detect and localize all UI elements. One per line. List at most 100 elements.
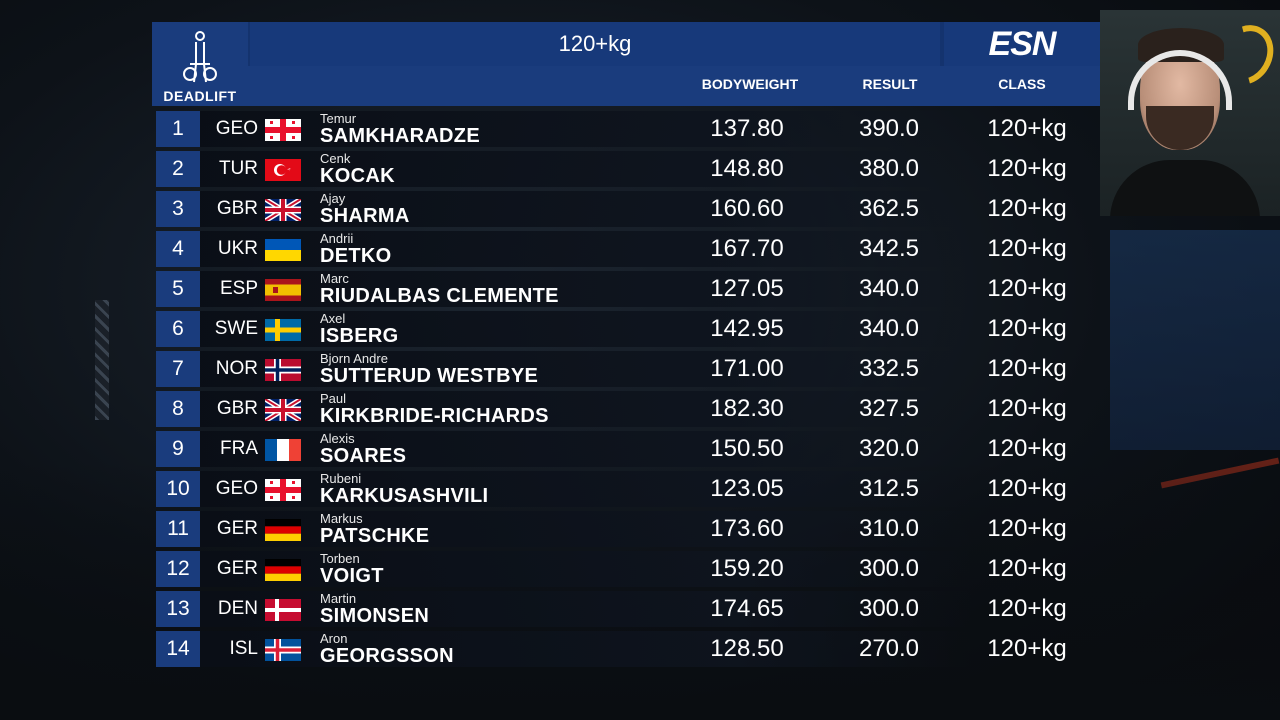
bodyweight-cell: 123.05 [710,475,784,502]
athlete-first-name: Andrii [320,231,354,246]
germany-flag-icon [265,559,301,581]
row-background [192,631,972,667]
table-row: 11 GER Markus PATSCHKE 173.60 310.0 120+kg [152,511,1100,547]
athlete-first-name: Ajay [320,191,346,206]
table-row: 10 GEO Rubeni KARKUSASHVILI 123.05 312.5 120+k… [152,471,1100,507]
class-cell: 120+kg [987,515,1067,542]
row-background [192,271,972,307]
sponsor-panel [1110,230,1280,450]
broadcaster-logo: ESN [944,22,1100,66]
rank-cell: 3 [156,191,200,227]
norway-flag-icon [265,359,301,381]
row-background [192,231,972,267]
row-background [192,351,972,387]
table-row: 6 SWE Axel ISBERG 142.95 340.0 120+kg [152,311,1100,347]
athlete-last-name: KARKUSASHVILI [320,485,489,507]
result-cell: 327.5 [858,395,920,422]
result-cell: 320.0 [858,435,920,462]
column-header-bodyweight: BODYWEIGHT [701,76,799,92]
bodyweight-cell: 148.80 [710,155,784,182]
rank-cell: 8 [156,391,200,427]
result-cell: 270.0 [858,635,920,662]
athlete-last-name: RIUDALBAS CLEMENTE [320,285,559,307]
rank-cell: 2 [156,151,200,187]
class-cell: 120+kg [987,635,1067,662]
bodyweight-cell: 159.20 [710,555,784,582]
uk-flag-icon [265,399,301,421]
class-cell: 120+kg [987,235,1067,262]
table-row: 5 ESP Marc RIUDALBAS CLEMENTE 127.05 340.0 120… [152,271,1100,307]
class-cell: 120+kg [987,115,1067,142]
table-row: 8 GBR Paul KIRKBRIDE-RICHARDS 182.30 327.5 120… [152,391,1100,427]
result-cell: 342.5 [858,235,920,262]
lift-badge: DEADLIFT [152,22,248,106]
athlete-last-name: KOCAK [320,165,395,187]
table-row: 4 UKR Andrii DETKO 167.70 342.5 120+kg [152,231,1100,267]
rank-cell: 1 [156,111,200,147]
uk-flag-icon [265,199,301,221]
class-cell: 120+kg [987,395,1067,422]
athlete-last-name: SIMONSEN [320,605,430,627]
rank-cell: 11 [156,511,200,547]
nation-code: GEO [215,118,258,139]
bodyweight-cell: 167.70 [710,235,784,262]
athlete-first-name: Cenk [320,151,351,166]
nation-code: GER [216,558,258,579]
bodyweight-cell: 173.60 [710,515,784,542]
nation-code: ESP [219,278,258,299]
rank-cell: 13 [156,591,200,627]
row-background [192,591,972,627]
spain-flag-icon [265,279,301,301]
denmark-flag-icon [265,599,301,621]
rank-cell: 5 [156,271,200,307]
athlete-last-name: DETKO [320,245,392,267]
athlete-last-name: SUTTERUD WESTBYE [320,365,539,387]
table-row: 13 DEN Martin SIMONSEN 174.65 300.0 120+kg [152,591,1100,627]
row-background [192,551,972,587]
georgia-flag-icon [265,479,301,501]
column-header-result: RESULT [862,76,918,92]
class-cell: 120+kg [987,155,1067,182]
bodyweight-cell: 174.65 [710,595,784,622]
class-cell: 120+kg [987,355,1067,382]
nation-code: GBR [216,398,258,419]
class-cell: 120+kg [987,555,1067,582]
result-cell: 390.0 [858,115,920,142]
webcam-overlay [1100,10,1280,216]
athlete-first-name: Markus [320,511,363,526]
nation-code: NOR [215,358,258,379]
athlete-last-name: SOARES [320,445,407,467]
class-cell: 120+kg [987,595,1067,622]
nation-code: SWE [214,318,258,339]
bodyweight-cell: 127.05 [710,275,784,302]
result-cell: 312.5 [858,475,920,502]
bodyweight-cell: 160.60 [710,195,784,222]
row-background [192,511,972,547]
class-cell: 120+kg [987,475,1067,502]
row-background [192,391,972,427]
presenter-beard [1146,106,1214,150]
lift-label: DEADLIFT [163,88,237,104]
athlete-last-name: KIRKBRIDE-RICHARDS [320,405,549,427]
rank-cell: 9 [156,431,200,467]
georgia-flag-icon [265,119,301,141]
rank-cell: 12 [156,551,200,587]
weight-class-title: 120+kg [250,22,940,66]
sweden-flag-icon [265,319,301,341]
stage-truss [95,300,109,420]
class-cell: 120+kg [987,195,1067,222]
row-background [192,111,972,147]
table-row: 9 FRA Alexis SOARES 150.50 320.0 120+kg [152,431,1100,467]
row-background [192,151,972,187]
class-cell: 120+kg [987,275,1067,302]
athlete-last-name: VOIGT [320,565,384,587]
class-cell: 120+kg [987,435,1067,462]
esn-logo: ESN [988,25,1057,63]
athlete-first-name: Temur [320,111,357,126]
athlete-first-name: Alexis [320,431,355,446]
result-cell: 300.0 [858,555,920,582]
rank-cell: 4 [156,231,200,267]
athlete-last-name: SHARMA [320,205,410,227]
athlete-first-name: Aron [320,631,348,646]
germany-flag-icon [265,519,301,541]
